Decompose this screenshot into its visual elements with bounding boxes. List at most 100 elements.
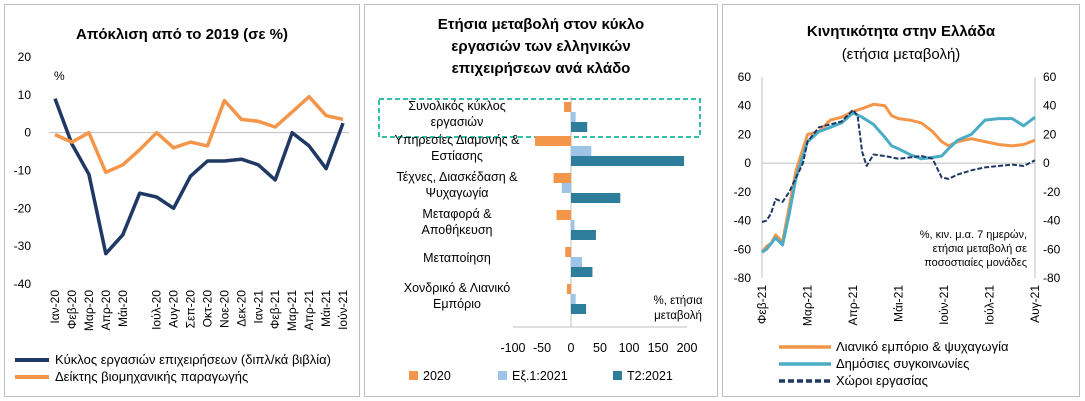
- bar-Εξ.1:2021: [571, 220, 575, 230]
- y-tick-label: 10: [18, 88, 32, 102]
- chart-panel-mobility: Κινητικότητα στην Ελλάδα (ετήσια μεταβολ…: [722, 4, 1080, 397]
- x-tick-label: Μαρ-21: [801, 285, 815, 326]
- y-tick-label-left: 20: [738, 127, 752, 141]
- bar-T2:2021: [571, 230, 596, 240]
- bar-2020: [564, 102, 571, 112]
- bar-Εξ.1:2021: [571, 112, 576, 122]
- bar-2020: [556, 210, 571, 220]
- legend-label: Χώροι εργασίας: [836, 373, 928, 388]
- x-tick-label: Απρ-21: [302, 290, 316, 331]
- y-tick-label-left: 0: [744, 156, 751, 170]
- series-line-1: [53, 97, 345, 256]
- legend-label: Κύκλος εργασιών επιχειρήσεων (διπλ/κά βι…: [55, 352, 331, 367]
- bar-T2:2021: [571, 304, 587, 314]
- x-tick-label: 0: [568, 341, 575, 355]
- x-tick-label: Φεβ-20: [65, 290, 79, 329]
- x-tick-label: Ιαν-21: [251, 290, 265, 324]
- x-tick-label: Ιούλ-20: [150, 290, 164, 330]
- x-tick-label: Ιούν-21: [336, 290, 350, 330]
- y-tick-label-right: 60: [1043, 70, 1057, 84]
- series-line-2: [761, 111, 1036, 254]
- x-tick-label: -50: [533, 341, 551, 355]
- y-tick-label-right: -40: [1043, 214, 1061, 228]
- legend-label: 2020: [423, 369, 451, 383]
- legend-label: T2:2021: [627, 369, 673, 383]
- y-tick-label-right: 0: [1043, 156, 1050, 170]
- x-tick-label: Ιούν-21: [937, 285, 951, 325]
- y-tick-label-right: -60: [1043, 242, 1061, 256]
- category-label: Υπηρεσίες Διαμονής & Εστίασης: [394, 133, 520, 163]
- bar-Εξ.1:2021: [571, 294, 576, 304]
- bar-T2:2021: [571, 267, 593, 277]
- x-tick-label: Ιούλ-21: [983, 285, 997, 325]
- x-tick-label: 200: [677, 341, 698, 355]
- x-tick-label: -100: [500, 341, 525, 355]
- y-axis-label: %: [54, 69, 65, 83]
- legend-swatch: [613, 371, 622, 380]
- legend-swatch: [498, 371, 507, 380]
- bar-2020: [535, 136, 571, 146]
- x-tick-label: Φεβ-21: [268, 290, 282, 329]
- legend-label: Λιανικό εμπόριο & ψυχαγωγία: [836, 339, 1009, 354]
- y-tick-label: -10: [14, 164, 32, 178]
- chart-title: Κινητικότητα στην Ελλάδα: [806, 23, 996, 40]
- category-label: Χονδρικό & Λιανικό Εμπόριο: [404, 281, 511, 311]
- highlight-box: [378, 98, 701, 138]
- legend-label: Εξ.1:2021: [512, 369, 568, 383]
- y-tick-label-right: -80: [1043, 271, 1061, 285]
- y-tick-label-left: 40: [738, 99, 752, 113]
- x-tick-label: Φεβ-21: [755, 285, 769, 324]
- legend-label: Δείκτης βιομηχανικής παραγωγής: [55, 369, 248, 384]
- x-tick-label: Αυγ-21: [1028, 285, 1042, 323]
- x-tick-label: Νοε-20: [217, 290, 231, 328]
- series-line-2: [54, 94, 344, 175]
- x-tick-label: 100: [619, 341, 640, 355]
- bar-2020: [565, 247, 571, 257]
- x-tick-label: Μαρ-21: [285, 290, 299, 331]
- chart-title: Απόκλιση από το 2019 (σε %): [76, 26, 288, 43]
- x-tick-label: 50: [593, 341, 607, 355]
- chart-panel-sector: Ετήσια μεταβολή στον κύκλο εργασιών των …: [364, 4, 718, 397]
- chart-title: Ετήσια μεταβολή στον κύκλο εργασιών των …: [437, 16, 645, 77]
- bar-Εξ.1:2021: [571, 146, 592, 156]
- y-tick-label-right: -20: [1043, 185, 1061, 199]
- chart-subtitle: (ετήσια μεταβολή): [841, 46, 961, 63]
- x-tick-label: Μαρ-20: [82, 290, 96, 331]
- legend-swatch: [409, 371, 418, 380]
- category-label: Μεταφορά & Αποθήκευση: [422, 207, 493, 237]
- bar-T2:2021: [571, 156, 685, 166]
- chart-panel-deviation: Απόκλιση από το 2019 (σε %) 20 10 0 -10 -20 -…: [4, 4, 360, 397]
- annotation-label: %, κιν. μ.α. 7 ημερών, ετήσια μεταβολή σε…: [920, 229, 1027, 269]
- y-tick-label: -40: [14, 277, 32, 291]
- x-tick-label: 150: [648, 341, 669, 355]
- series-line-3: [761, 109, 1036, 223]
- x-tick-label: Μάι-21: [892, 285, 906, 322]
- note-label: %, ετήσια μεταβολή: [654, 295, 703, 322]
- x-tick-label: Ιαν-20: [48, 290, 62, 324]
- x-tick-label: Οκτ-20: [200, 290, 214, 328]
- y-tick-label-right: 40: [1043, 99, 1057, 113]
- y-tick-label-right: 20: [1043, 127, 1057, 141]
- category-label: Τέχνες, Διασκέδαση & Ψυχαγωγία: [396, 170, 518, 200]
- x-tick-label: Σεπ-20: [184, 290, 198, 329]
- y-tick-label: 20: [18, 50, 32, 64]
- x-tick-label: Δεκ-20: [234, 290, 248, 327]
- category-label: Μεταποίηση: [423, 251, 491, 265]
- y-tick-label-left: 60: [738, 70, 752, 84]
- bar-Εξ.1:2021: [571, 257, 583, 267]
- legend-label: Δημόσιες συγκοινωνίες: [836, 356, 969, 371]
- y-tick-label-left: -80: [734, 271, 752, 285]
- bar-T2:2021: [571, 193, 621, 203]
- x-tick-label: Αυγ-20: [167, 290, 181, 328]
- y-tick-label: -30: [14, 239, 32, 253]
- y-tick-label-left: -20: [734, 185, 752, 199]
- sector-bar-chart: Συνολικός κύκλος εργασιών Υπηρεσίες Διαμον…: [378, 96, 703, 383]
- bar-2020: [553, 173, 571, 183]
- x-tick-label: Απρ-20: [99, 290, 113, 331]
- y-tick-label-left: -40: [734, 214, 752, 228]
- x-tick-label: Μάι-21: [319, 290, 333, 327]
- bar-Εξ.1:2021: [561, 183, 571, 193]
- y-tick-label-left: -60: [734, 242, 752, 256]
- y-tick-label: -20: [14, 201, 32, 215]
